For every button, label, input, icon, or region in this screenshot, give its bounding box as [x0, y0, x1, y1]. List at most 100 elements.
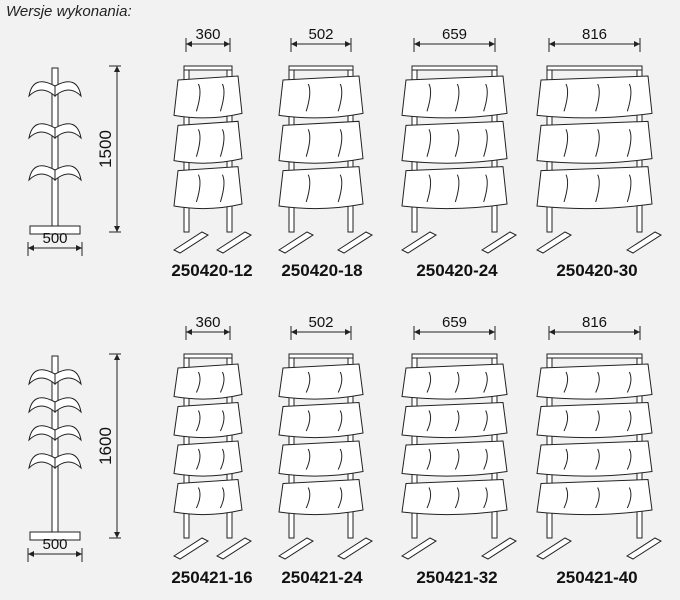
foot	[277, 537, 315, 560]
pocket-divider	[219, 371, 225, 393]
pocket-divider	[426, 410, 432, 432]
pocket-divider	[626, 410, 632, 432]
foot	[277, 231, 315, 254]
arrow-head	[291, 41, 297, 47]
pocket-shelf	[401, 166, 508, 210]
pocket-shelf	[401, 401, 508, 439]
pocket-shelf	[173, 75, 243, 119]
model-code: 250421-16	[171, 568, 253, 587]
pocket-shelf	[278, 440, 364, 477]
top-bar	[546, 353, 643, 359]
width-label: 816	[582, 26, 607, 43]
pocket-shelf	[401, 363, 508, 400]
pocket-divider	[595, 129, 600, 157]
shelf-arc	[28, 369, 56, 386]
arrow-head	[186, 41, 192, 47]
pocket-divider	[483, 487, 488, 509]
pocket-divider	[195, 410, 201, 432]
foot	[400, 537, 438, 560]
pocket-shelf	[173, 401, 243, 439]
pocket-divider	[337, 448, 343, 470]
pocket-shelf	[173, 440, 243, 477]
pocket-divider	[195, 371, 201, 393]
foot	[535, 537, 573, 560]
width-label: 500	[42, 230, 67, 247]
stand-front-view: 659	[400, 314, 518, 560]
width-label: 816	[582, 314, 607, 331]
pocket-divider	[426, 129, 432, 157]
model-code: 250420-12	[171, 261, 253, 280]
pocket-divider	[454, 83, 460, 112]
foot	[215, 537, 253, 560]
pocket-divider	[483, 83, 488, 112]
side-view: 1600 500	[27, 353, 121, 562]
shelf-arc	[28, 165, 56, 182]
pocket-divider	[626, 487, 632, 509]
arrow-head	[634, 41, 640, 47]
shelf-arc	[54, 369, 82, 386]
pocket-divider	[305, 410, 311, 432]
pocket-shelf	[173, 363, 243, 400]
pocket-shelf	[278, 120, 364, 164]
pocket-shelf	[278, 166, 364, 210]
section-title: Wersje wykonania:	[6, 3, 132, 20]
stand-front-view: 816	[535, 26, 663, 254]
pocket-shelf	[536, 75, 653, 119]
arrow-head	[114, 226, 120, 232]
arrow-head	[114, 66, 120, 72]
pocket-divider	[454, 487, 460, 509]
pocket-divider	[454, 410, 460, 432]
pocket-shelf	[536, 440, 653, 477]
pocket-divider	[483, 448, 488, 470]
pocket-divider	[563, 448, 569, 470]
width-label: 360	[195, 314, 220, 331]
model-code: 250421-24	[281, 568, 363, 587]
foot	[625, 537, 663, 560]
arrow-head	[186, 329, 192, 335]
shelf-arc	[54, 453, 82, 470]
pocket-divider	[337, 174, 343, 203]
pocket-divider	[426, 448, 432, 470]
shelf-arc	[28, 425, 56, 442]
width-label: 360	[195, 26, 220, 43]
pocket-divider	[219, 410, 225, 432]
pocket-divider	[426, 174, 432, 203]
pocket-shelf	[173, 166, 243, 210]
shelf-arc	[54, 81, 82, 98]
pocket-divider	[337, 410, 343, 432]
pocket-divider	[337, 129, 343, 157]
pocket-divider	[563, 174, 569, 203]
pocket-divider	[426, 371, 432, 393]
height-label: 1500	[96, 130, 115, 168]
shelf-arc	[28, 81, 56, 98]
pocket-divider	[563, 83, 569, 112]
pocket-divider	[483, 129, 488, 157]
arrow-head	[76, 245, 82, 251]
pocket-divider	[626, 83, 632, 112]
width-label: 500	[42, 536, 67, 553]
pocket-shelf	[278, 401, 364, 439]
pocket-divider	[483, 371, 488, 393]
top-bar	[183, 353, 233, 359]
arrow-head	[28, 551, 34, 557]
arrow-head	[549, 329, 555, 335]
pocket-divider	[563, 410, 569, 432]
model-code: 250420-18	[281, 261, 363, 280]
arrow-head	[634, 329, 640, 335]
shelf-arc	[28, 123, 56, 140]
arrow-head	[414, 41, 420, 47]
width-label: 659	[442, 26, 467, 43]
pocket-divider	[626, 174, 632, 203]
pocket-divider	[626, 448, 632, 470]
foot	[172, 231, 210, 254]
pocket-divider	[483, 410, 488, 432]
pocket-shelf	[278, 75, 364, 119]
pocket-divider	[626, 371, 632, 393]
pocket-divider	[305, 371, 311, 393]
arrow-head	[224, 329, 230, 335]
pocket-divider	[563, 487, 569, 509]
base-plate	[29, 531, 81, 541]
top-bar	[288, 65, 354, 71]
foot	[336, 231, 374, 254]
pocket-divider	[305, 487, 311, 509]
